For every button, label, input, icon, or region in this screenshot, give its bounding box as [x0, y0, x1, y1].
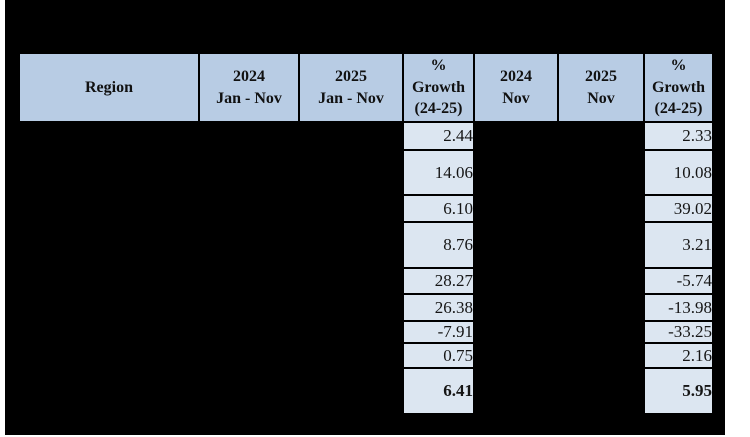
table-row: 8.76 3.21 [18, 221, 714, 269]
header-2025-jan-nov: 2025 Jan - Nov [298, 52, 404, 123]
cell-region [18, 149, 200, 196]
cell-2025-jan-nov [298, 342, 404, 369]
header-2024-nov: 2024 Nov [473, 52, 559, 123]
cell-growth-jan-nov: 0.75 [402, 342, 475, 369]
header-region: Region [18, 52, 200, 123]
cell-2024-jan-nov [198, 149, 300, 196]
cell-growth-jan-nov: 26.38 [402, 293, 475, 322]
cell-region [18, 221, 200, 269]
cell-2025-jan-nov [298, 320, 404, 344]
regional-growth-table: Region 2024 Jan - Nov 2025 Jan - Nov % G… [18, 52, 714, 415]
cell-growth-jan-nov: -7.91 [402, 320, 475, 344]
cell-2024-nov [473, 342, 559, 369]
header-growth-jan-nov: % Growth (24-25) [402, 52, 475, 123]
cell-2024-jan-nov [198, 121, 300, 151]
cell-growth-jan-nov: 28.27 [402, 267, 475, 295]
cell-region [18, 267, 200, 295]
cell-2024-jan-nov [198, 320, 300, 344]
cell-2024-nov [473, 221, 559, 269]
cell-2025-nov [557, 267, 645, 295]
cell-growth-nov: -13.98 [643, 293, 714, 322]
table-row: 2.44 2.33 [18, 121, 714, 151]
cell-2025-nov [557, 293, 645, 322]
table-header: Region 2024 Jan - Nov 2025 Jan - Nov % G… [18, 52, 714, 123]
cell-2024-nov [473, 367, 559, 415]
cell-2024-jan-nov [198, 194, 300, 223]
cell-2024-jan-nov [198, 367, 300, 415]
table-row: 26.38 -13.98 [18, 293, 714, 322]
cell-growth-jan-nov: 6.41 [402, 367, 475, 415]
cell-growth-nov: 2.16 [643, 342, 714, 369]
cell-2025-nov [557, 342, 645, 369]
cell-2025-jan-nov [298, 121, 404, 151]
table-row: 28.27 -5.74 [18, 267, 714, 295]
table-body: 2.44 2.33 14.06 10.08 6.10 39.02 8.76 3.21 28.27… [18, 121, 714, 415]
cell-2025-nov [557, 149, 645, 196]
cell-2024-jan-nov [198, 221, 300, 269]
cell-2025-jan-nov [298, 367, 404, 415]
cell-growth-nov: 2.33 [643, 121, 714, 151]
header-row: Region 2024 Jan - Nov 2025 Jan - Nov % G… [18, 52, 714, 123]
cell-growth-jan-nov: 8.76 [402, 221, 475, 269]
header-growth-nov: % Growth (24-25) [643, 52, 714, 123]
cell-growth-jan-nov: 2.44 [402, 121, 475, 151]
cell-2024-jan-nov [198, 342, 300, 369]
cell-region [18, 293, 200, 322]
cell-2024-nov [473, 320, 559, 344]
cell-growth-nov: -5.74 [643, 267, 714, 295]
table-row: 6.10 39.02 [18, 194, 714, 223]
cell-2025-jan-nov [298, 149, 404, 196]
cell-growth-jan-nov: 6.10 [402, 194, 475, 223]
cell-growth-nov: 5.95 [643, 367, 714, 415]
cell-region [18, 320, 200, 344]
cell-2025-nov [557, 221, 645, 269]
cell-growth-jan-nov: 14.06 [402, 149, 475, 196]
cell-2024-jan-nov [198, 293, 300, 322]
cell-2025-jan-nov [298, 221, 404, 269]
cell-growth-nov: 3.21 [643, 221, 714, 269]
table-row: -7.91 -33.25 [18, 320, 714, 344]
cell-2025-jan-nov [298, 267, 404, 295]
cell-2025-jan-nov [298, 293, 404, 322]
cell-growth-nov: -33.25 [643, 320, 714, 344]
table-row: 14.06 10.08 [18, 149, 714, 196]
cell-2025-nov [557, 320, 645, 344]
header-2025-nov: 2025 Nov [557, 52, 645, 123]
cell-2024-nov [473, 293, 559, 322]
cell-2025-jan-nov [298, 194, 404, 223]
cell-2024-jan-nov [198, 267, 300, 295]
cell-growth-nov: 10.08 [643, 149, 714, 196]
cell-2024-nov [473, 121, 559, 151]
cell-2025-nov [557, 194, 645, 223]
cell-2024-nov [473, 194, 559, 223]
cell-2025-nov [557, 121, 645, 151]
cell-region [18, 342, 200, 369]
table-row: 0.75 2.16 [18, 342, 714, 369]
cell-region [18, 194, 200, 223]
cell-region [18, 121, 200, 151]
cell-region [18, 367, 200, 415]
cell-2024-nov [473, 267, 559, 295]
cell-2024-nov [473, 149, 559, 196]
table-row: 6.41 5.95 [18, 367, 714, 415]
header-2024-jan-nov: 2024 Jan - Nov [198, 52, 300, 123]
cell-2025-nov [557, 367, 645, 415]
cell-growth-nov: 39.02 [643, 194, 714, 223]
